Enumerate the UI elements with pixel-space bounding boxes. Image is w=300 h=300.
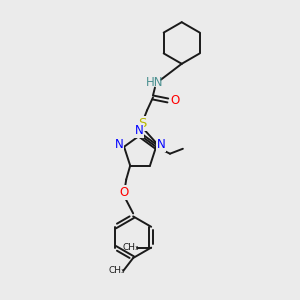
Text: N: N (157, 138, 165, 151)
Text: O: O (120, 186, 129, 199)
Text: S: S (138, 117, 146, 130)
Text: CH₃: CH₃ (108, 266, 124, 275)
Text: N: N (115, 138, 124, 151)
Text: CH₃: CH₃ (122, 243, 139, 252)
Text: HN: HN (146, 76, 164, 89)
Text: O: O (170, 94, 179, 107)
Text: N: N (135, 124, 143, 137)
